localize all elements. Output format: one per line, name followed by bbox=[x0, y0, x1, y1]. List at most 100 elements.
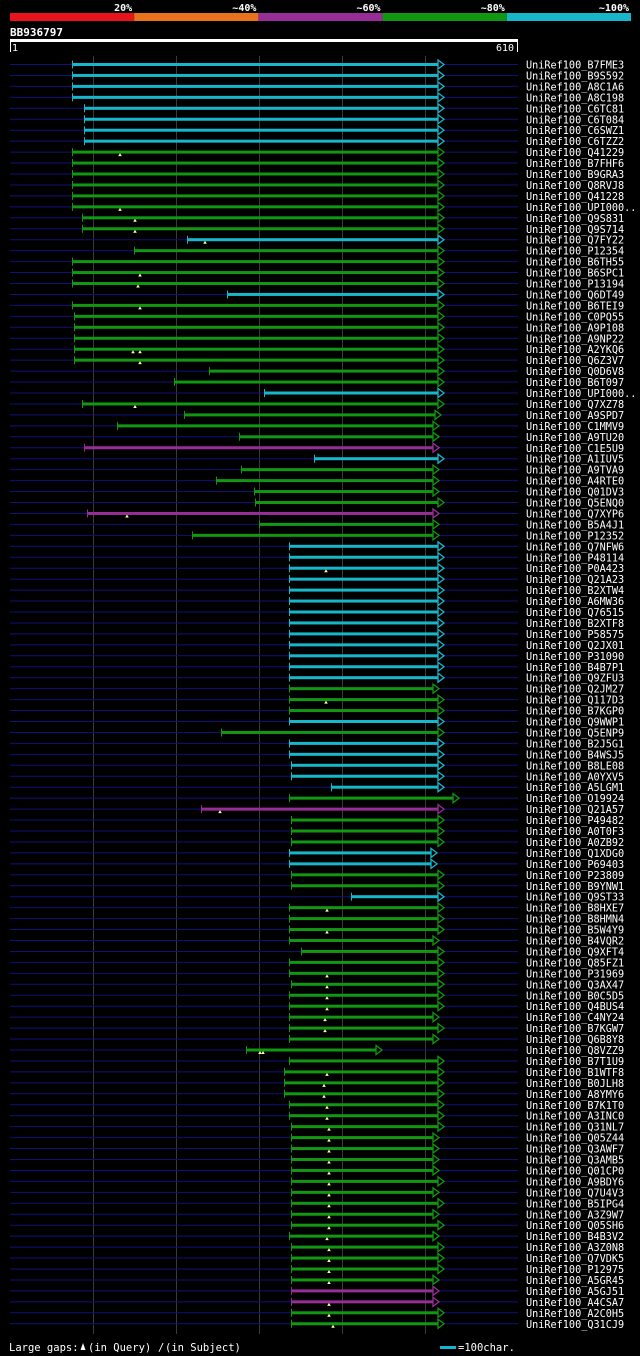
hit-row: UniRef100_Q4BUS4 bbox=[10, 1000, 624, 1013]
query-gap-marker bbox=[218, 810, 222, 814]
hit-bar bbox=[289, 555, 438, 559]
hit-bar bbox=[291, 1201, 438, 1205]
hit-row: UniRef100_B5IPG4 bbox=[10, 1197, 624, 1210]
hit-end-arrow bbox=[437, 277, 446, 290]
hit-label: UniRef100_A2C0H5 bbox=[526, 1309, 624, 1320]
hit-end-arrow bbox=[432, 1131, 441, 1144]
hit-label: UniRef100_A9TU20 bbox=[526, 433, 624, 444]
hit-end-arrow bbox=[437, 91, 446, 104]
hit-bar bbox=[291, 1147, 433, 1151]
query-gap-marker bbox=[118, 153, 122, 157]
hit-end-arrow bbox=[437, 1066, 446, 1078]
hit-end-arrow bbox=[437, 551, 446, 564]
hit-end-arrow bbox=[432, 1186, 441, 1199]
hit-bar bbox=[255, 501, 438, 504]
hit-bar bbox=[82, 216, 438, 220]
hit-bar bbox=[289, 917, 438, 921]
hit-row: UniRef100_A4RTE0 bbox=[10, 474, 624, 488]
hit-end-arrow bbox=[437, 1109, 446, 1122]
hit-end-arrow bbox=[432, 430, 441, 443]
hit-bar bbox=[289, 698, 438, 702]
hit-label: UniRef100_P31090 bbox=[526, 652, 624, 663]
hit-bar bbox=[72, 95, 438, 99]
hit-row: UniRef100_C6TC81 bbox=[10, 102, 624, 115]
hit-row: UniRef100_B9S592 bbox=[10, 69, 624, 82]
hit-end-arrow bbox=[437, 365, 446, 377]
hit-label: UniRef100_Q7VDK5 bbox=[526, 1254, 624, 1265]
hit-bar bbox=[72, 303, 438, 307]
hit-end-arrow bbox=[437, 146, 446, 158]
hit-end-arrow bbox=[437, 660, 446, 673]
scale-label: ~80% bbox=[481, 3, 505, 14]
legend-scale-label: =100char. bbox=[458, 1342, 515, 1354]
hit-row: UniRef100_UPI000.. bbox=[10, 387, 636, 400]
hit-label: UniRef100_P0A423 bbox=[526, 564, 624, 575]
hit-end-arrow bbox=[437, 562, 446, 575]
hit-label: UniRef100_B4WSJ5 bbox=[526, 750, 624, 761]
hit-label: UniRef100_B4B3V2 bbox=[526, 1232, 624, 1243]
hit-end-arrow bbox=[437, 628, 446, 640]
hit-row: UniRef100_Q5ENQ0 bbox=[10, 496, 624, 510]
hit-bar bbox=[72, 260, 438, 264]
hit-label: UniRef100_Q21A23 bbox=[526, 575, 624, 586]
hit-row: UniRef100_A9TVA9 bbox=[10, 463, 624, 477]
hit-label: UniRef100_C6TC81 bbox=[526, 104, 624, 115]
hit-row: UniRef100_B2XTW4 bbox=[10, 584, 624, 597]
hit-label: UniRef100_B7K1T0 bbox=[526, 1101, 624, 1112]
hit-bar bbox=[284, 1070, 438, 1074]
hit-label: UniRef100_B5IPG4 bbox=[526, 1199, 624, 1210]
hit-bar bbox=[192, 533, 433, 537]
hit-bar bbox=[184, 413, 435, 417]
hit-label: UniRef100_Q7FY22 bbox=[526, 236, 624, 247]
query-gap-marker bbox=[261, 1051, 265, 1054]
query-gap-marker bbox=[327, 1138, 331, 1142]
query-gap-marker bbox=[138, 273, 142, 277]
scale-label: 20% bbox=[114, 3, 132, 14]
query-gap-marker bbox=[131, 350, 135, 354]
hit-row: UniRef100_A3Z0N8 bbox=[10, 1241, 624, 1254]
hit-end-arrow bbox=[437, 102, 446, 115]
hit-label: UniRef100_C6SWZ1 bbox=[526, 126, 624, 137]
subject-gap-icon: / bbox=[158, 1342, 164, 1354]
query-gap-marker bbox=[327, 1248, 331, 1252]
hit-row: UniRef100_C1E5U9 bbox=[10, 441, 624, 455]
hit-label: UniRef100_A9NP22 bbox=[526, 334, 624, 345]
hit-end-arrow bbox=[437, 617, 446, 629]
hit-label: UniRef100_A2YKQ6 bbox=[526, 345, 624, 356]
hit-row: UniRef100_Q01DV3 bbox=[10, 485, 624, 499]
hit-row: UniRef100_Q7XZ78 bbox=[10, 398, 624, 411]
hit-row: UniRef100_P31090 bbox=[10, 649, 624, 663]
hit-label: UniRef100_Q0D6V8 bbox=[526, 367, 624, 378]
hit-row: UniRef100_A2YKQ6 bbox=[10, 343, 624, 356]
query-gap-marker bbox=[203, 240, 207, 244]
query-ruler: 1 610 bbox=[10, 39, 518, 54]
hit-end-arrow bbox=[432, 1142, 441, 1155]
hit-row: UniRef100_Q31NL7 bbox=[10, 1120, 624, 1134]
hit-bar bbox=[289, 687, 433, 691]
hit-end-arrow bbox=[437, 1252, 446, 1264]
hit-end-arrow bbox=[437, 135, 446, 147]
hit-label: UniRef100_B7T1U9 bbox=[526, 1057, 624, 1068]
hit-end-arrow bbox=[437, 606, 446, 618]
hit-label: UniRef100_Q85FZ1 bbox=[526, 958, 624, 969]
hit-end-arrow bbox=[437, 80, 446, 93]
hit-label: UniRef100_A0T0F3 bbox=[526, 827, 624, 838]
query-gap-marker bbox=[133, 404, 137, 408]
hit-end-arrow bbox=[437, 595, 446, 607]
hit-row: UniRef100_A3INC0 bbox=[10, 1109, 624, 1123]
hit-end-arrow bbox=[437, 201, 446, 213]
hit-label: UniRef100_P31969 bbox=[526, 969, 624, 980]
query-gap-marker bbox=[138, 361, 142, 365]
hit-label: UniRef100_Q117D3 bbox=[526, 696, 624, 707]
hit-end-arrow bbox=[437, 1175, 446, 1188]
hit-row: UniRef100_Q6Z3V7 bbox=[10, 354, 624, 367]
hit-label: UniRef100_A9SPD7 bbox=[526, 411, 624, 422]
hit-end-arrow bbox=[437, 376, 446, 388]
hit-row: UniRef100_B7KGP0 bbox=[10, 704, 624, 718]
hit-end-arrow bbox=[437, 190, 446, 202]
hit-end-arrow bbox=[437, 759, 446, 772]
hit-row: UniRef100_A9TU20 bbox=[10, 430, 624, 444]
hit-bar bbox=[84, 117, 438, 121]
query-gap-marker bbox=[327, 1280, 331, 1284]
query-gap-marker bbox=[138, 306, 142, 310]
